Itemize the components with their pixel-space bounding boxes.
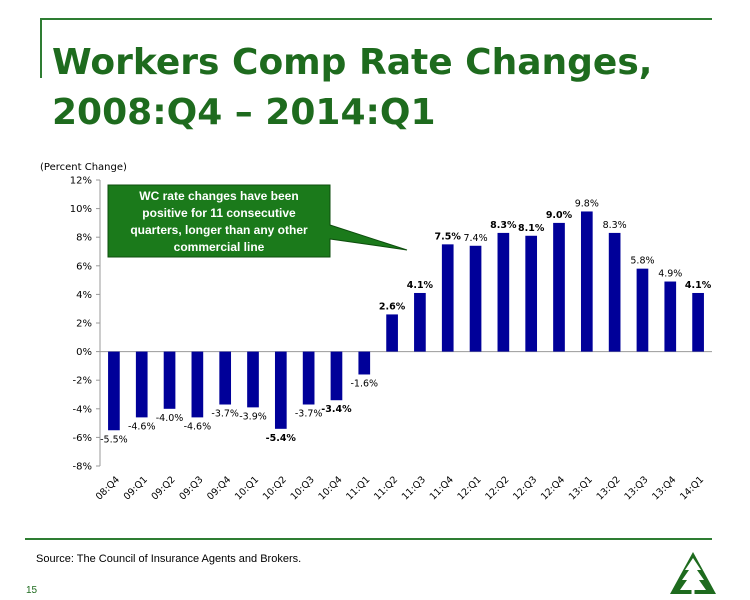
annotation-text-line: commercial line [174,240,265,254]
bar [414,292,426,352]
x-category-label: 12:Q2 [483,474,511,502]
x-category-label: 13:Q2 [595,474,623,502]
bar [219,351,232,405]
left-rule [40,18,42,78]
data-label: 4.1% [407,280,434,291]
data-label: -4.6% [184,421,212,432]
annotation-text-line: WC rate changes have been [139,189,298,203]
bar [302,351,315,405]
bar [553,222,565,352]
data-label: 8.3% [490,220,517,231]
bar [608,232,621,352]
bar [441,244,454,352]
y-tick-label: 12% [70,176,92,187]
data-label: 8.1% [518,223,545,234]
x-category-label: 13:Q1 [567,474,595,502]
bar [497,232,510,352]
annotation-text-line: quarters, longer than any other [130,223,308,237]
top-rule [40,18,712,20]
y-tick-label: 0% [76,347,92,358]
bar [664,281,677,352]
company-logo [670,552,716,594]
bar [469,245,482,352]
annotation-callout-box [107,184,408,258]
y-tick-label: 6% [76,261,92,272]
x-category-label: 12:Q3 [511,474,539,502]
slide-title: Workers Comp Rate Changes, 2008:Q4 – 201… [52,38,712,138]
y-tick-label: 4% [76,290,92,301]
page-number: 15 [26,585,38,596]
data-label: -3.7% [211,409,239,420]
data-label: 7.4% [463,233,487,244]
x-category-label: 12:Q1 [456,474,484,502]
data-label: -3.4% [321,404,352,415]
annotation-text-line: positive for 11 consecutive [142,206,296,220]
data-label: -3.7% [295,409,323,420]
x-category-label: 13:Q3 [622,474,650,502]
x-category-label: 10:Q4 [316,474,344,502]
data-label: 2.6% [379,301,406,312]
source-note: Source: The Council of Insurance Agents … [36,553,302,565]
x-category-label: 13:Q4 [650,474,678,502]
y-tick-label: -4% [73,404,92,415]
x-category-label: 11:Q2 [372,474,400,502]
data-label: 9.0% [546,210,573,221]
y-tick-label: 2% [76,319,92,330]
x-category-label: 12:Q4 [539,474,567,502]
bar [525,235,538,352]
data-label: 9.8% [575,198,599,209]
data-label: -4.6% [128,421,156,432]
y-axis-title: (Percent Change) [40,162,127,173]
y-tick-label: -8% [73,462,92,473]
bar [191,351,204,418]
bar [692,292,704,352]
bar [330,351,343,401]
data-label: 8.3% [603,220,627,231]
data-label: -1.6% [350,378,378,389]
x-category-label: 11:Q3 [400,474,428,502]
bar [580,211,593,352]
y-tick-label: 8% [76,233,92,244]
tree-trunk-icon [691,590,695,594]
title-line-2: 2008:Q4 – 2014:Q1 [52,92,436,133]
x-category-label: 10:Q3 [289,474,317,502]
title-line-1: Workers Comp Rate Changes, [52,42,653,83]
data-label: 4.1% [685,280,712,291]
bar [247,351,259,408]
x-category-label: 09:Q4 [205,474,233,502]
bar [636,268,649,352]
bottom-rule [25,538,712,540]
bar [358,351,371,375]
bar [108,351,120,431]
x-category-label: 09:Q2 [150,474,178,502]
tree-icon [680,558,706,590]
x-category-label: 11:Q1 [344,474,372,502]
y-tick-label: -2% [73,376,92,387]
bar [163,351,176,409]
x-category-label: 09:Q1 [122,474,150,502]
data-label: 4.9% [658,269,682,280]
x-category-label: 09:Q3 [177,474,205,502]
x-category-label: 14:Q1 [678,474,706,502]
data-label: 7.5% [435,231,462,242]
x-category-label: 11:Q4 [428,474,456,502]
bar [274,351,287,429]
data-label: -5.4% [266,433,297,444]
data-label: -5.5% [100,434,128,445]
bar [135,351,148,418]
y-tick-label: 10% [70,204,92,215]
y-tick-label: -6% [73,433,92,444]
data-label: -4.0% [156,413,184,424]
x-category-label: 10:Q2 [261,474,289,502]
data-label: -3.9% [239,411,267,422]
x-category-label: 10:Q1 [233,474,261,502]
bar [386,314,398,352]
bar-chart: -8% -6% -4% -2% 0% 2% 4% 6% 8% 10% 12% (Percent Cha… [40,162,712,502]
x-category-label: 08:Q4 [94,474,122,502]
data-label: 5.8% [630,256,654,267]
